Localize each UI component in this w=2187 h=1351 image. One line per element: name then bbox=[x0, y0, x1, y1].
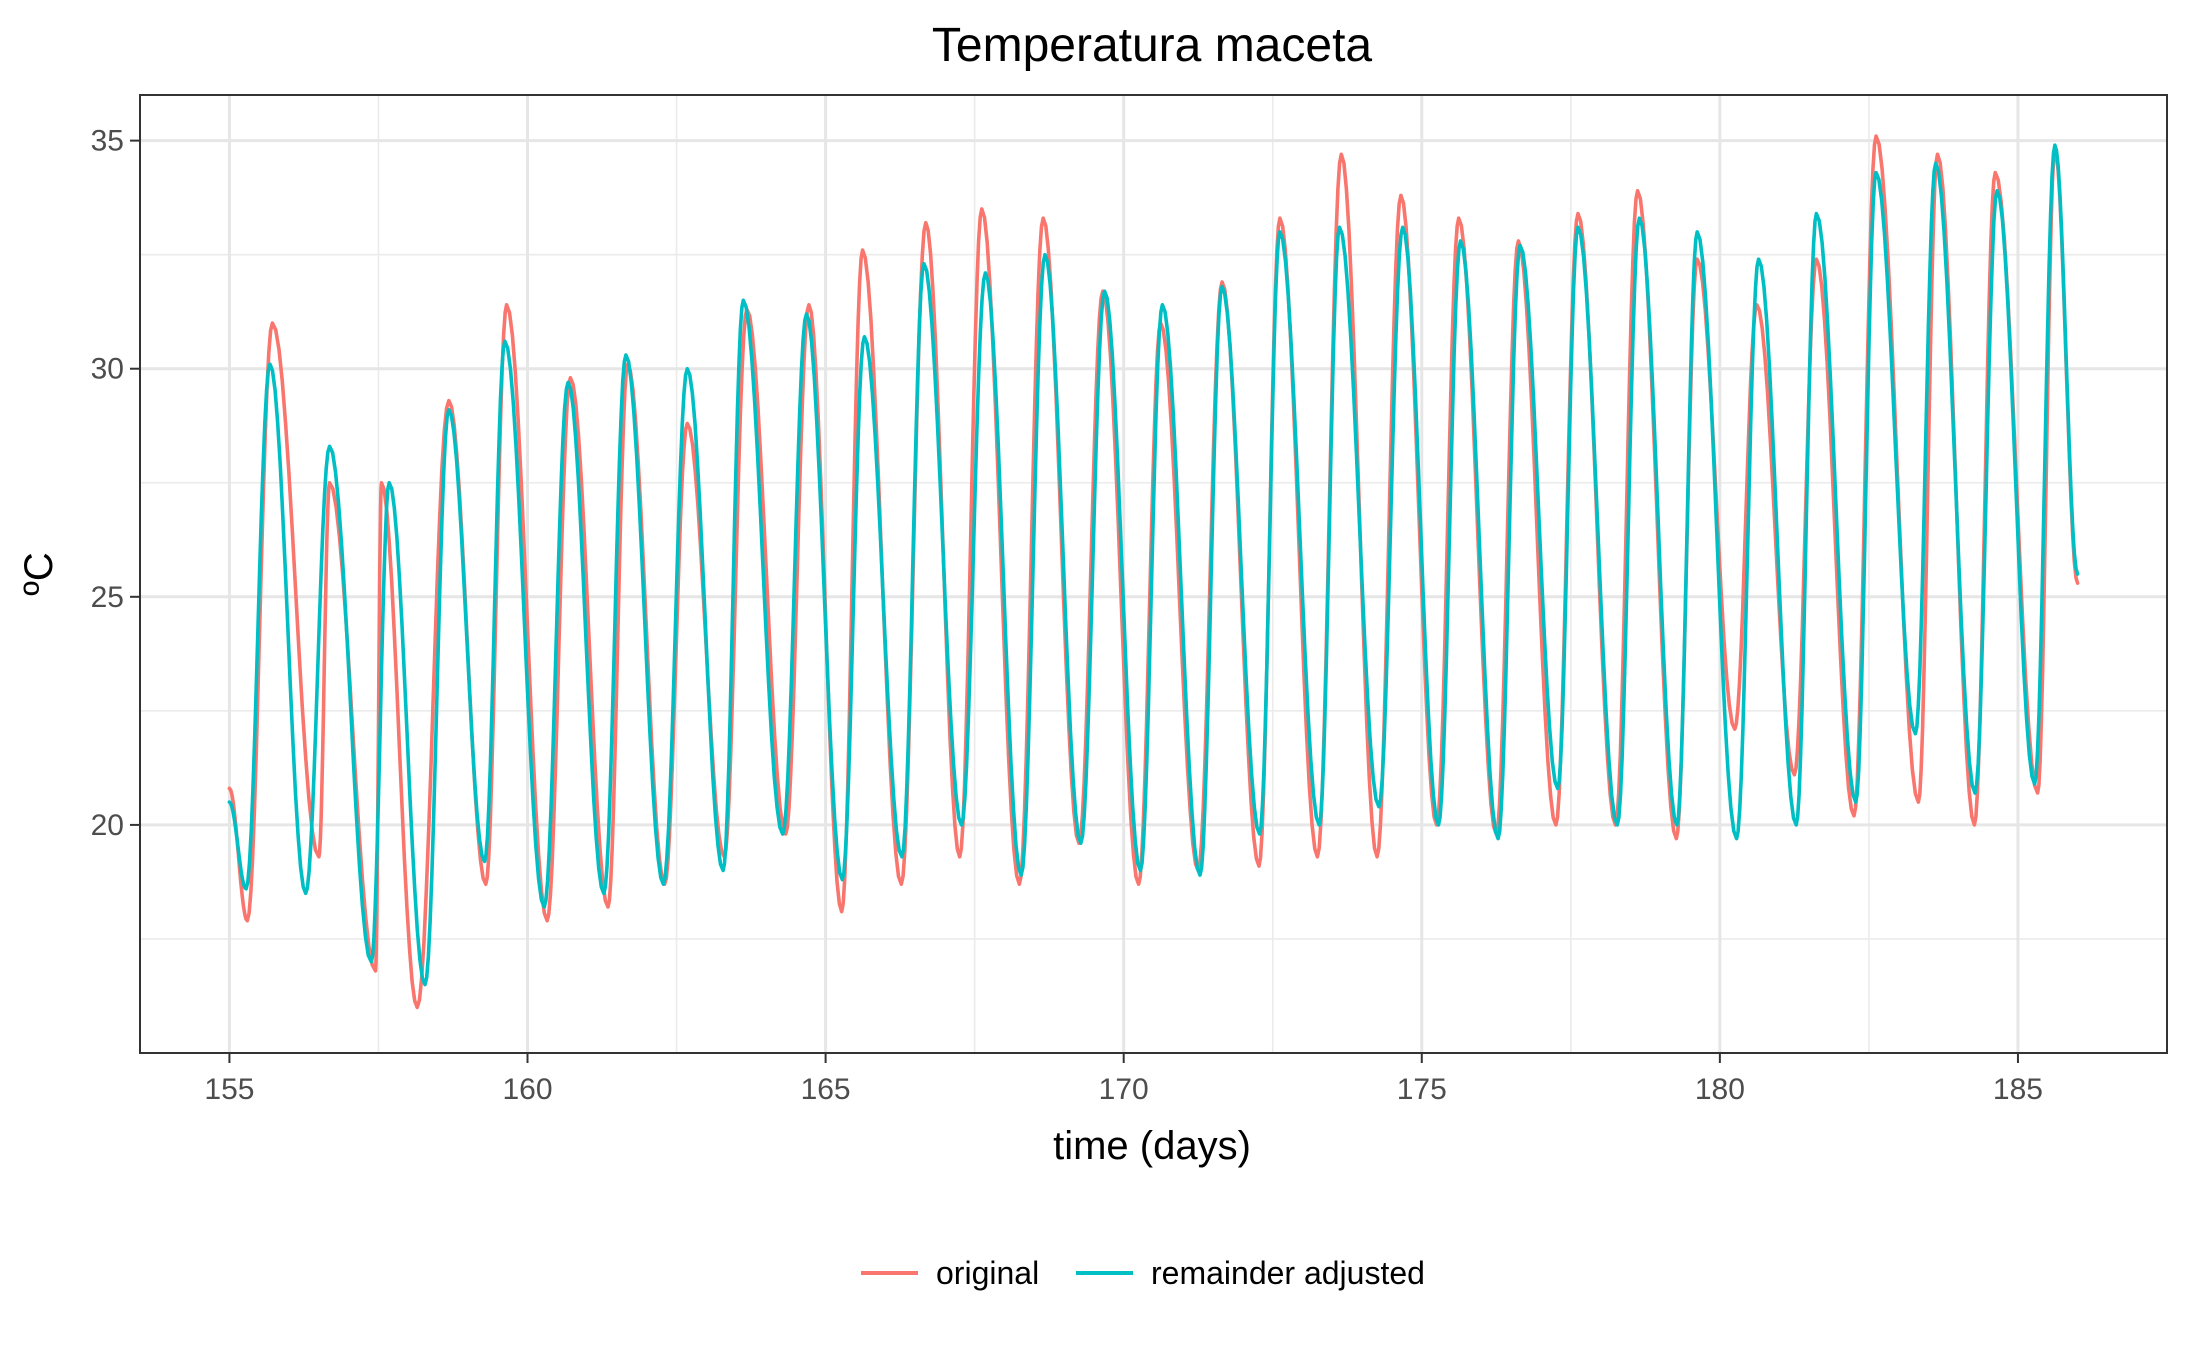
y-tick-label: 25 bbox=[91, 581, 124, 614]
x-tick-label: 160 bbox=[502, 1073, 552, 1106]
x-tick-label: 185 bbox=[1993, 1073, 2043, 1106]
y-tick-label: 35 bbox=[91, 125, 124, 158]
x-tick-label: 175 bbox=[1397, 1073, 1447, 1106]
x-tick-label: 165 bbox=[801, 1073, 851, 1106]
legend: original remainder adjusted bbox=[861, 1255, 1425, 1291]
x-tick-label: 180 bbox=[1695, 1073, 1745, 1106]
y-tick-label: 30 bbox=[91, 353, 124, 386]
y-tick-label: 20 bbox=[91, 809, 124, 842]
series-line-remainder-adjusted bbox=[227, 143, 2080, 987]
panel-border bbox=[139, 94, 2168, 1054]
y-axis-title: ºC bbox=[17, 552, 61, 596]
series-layer bbox=[227, 134, 2080, 1010]
x-tick-label: 155 bbox=[204, 1073, 254, 1106]
x-axis: 155 160 165 170 175 180 185 bbox=[204, 1053, 2043, 1106]
x-axis-title: time (days) bbox=[1053, 1124, 1251, 1168]
x-tick-label: 170 bbox=[1099, 1073, 1149, 1106]
legend-label-remainder-adjusted: remainder adjusted bbox=[1151, 1255, 1425, 1291]
chart-title: Temperatura maceta bbox=[932, 19, 1373, 72]
legend-label-original: original bbox=[936, 1255, 1039, 1291]
y-axis: 20 25 30 35 bbox=[91, 125, 140, 842]
